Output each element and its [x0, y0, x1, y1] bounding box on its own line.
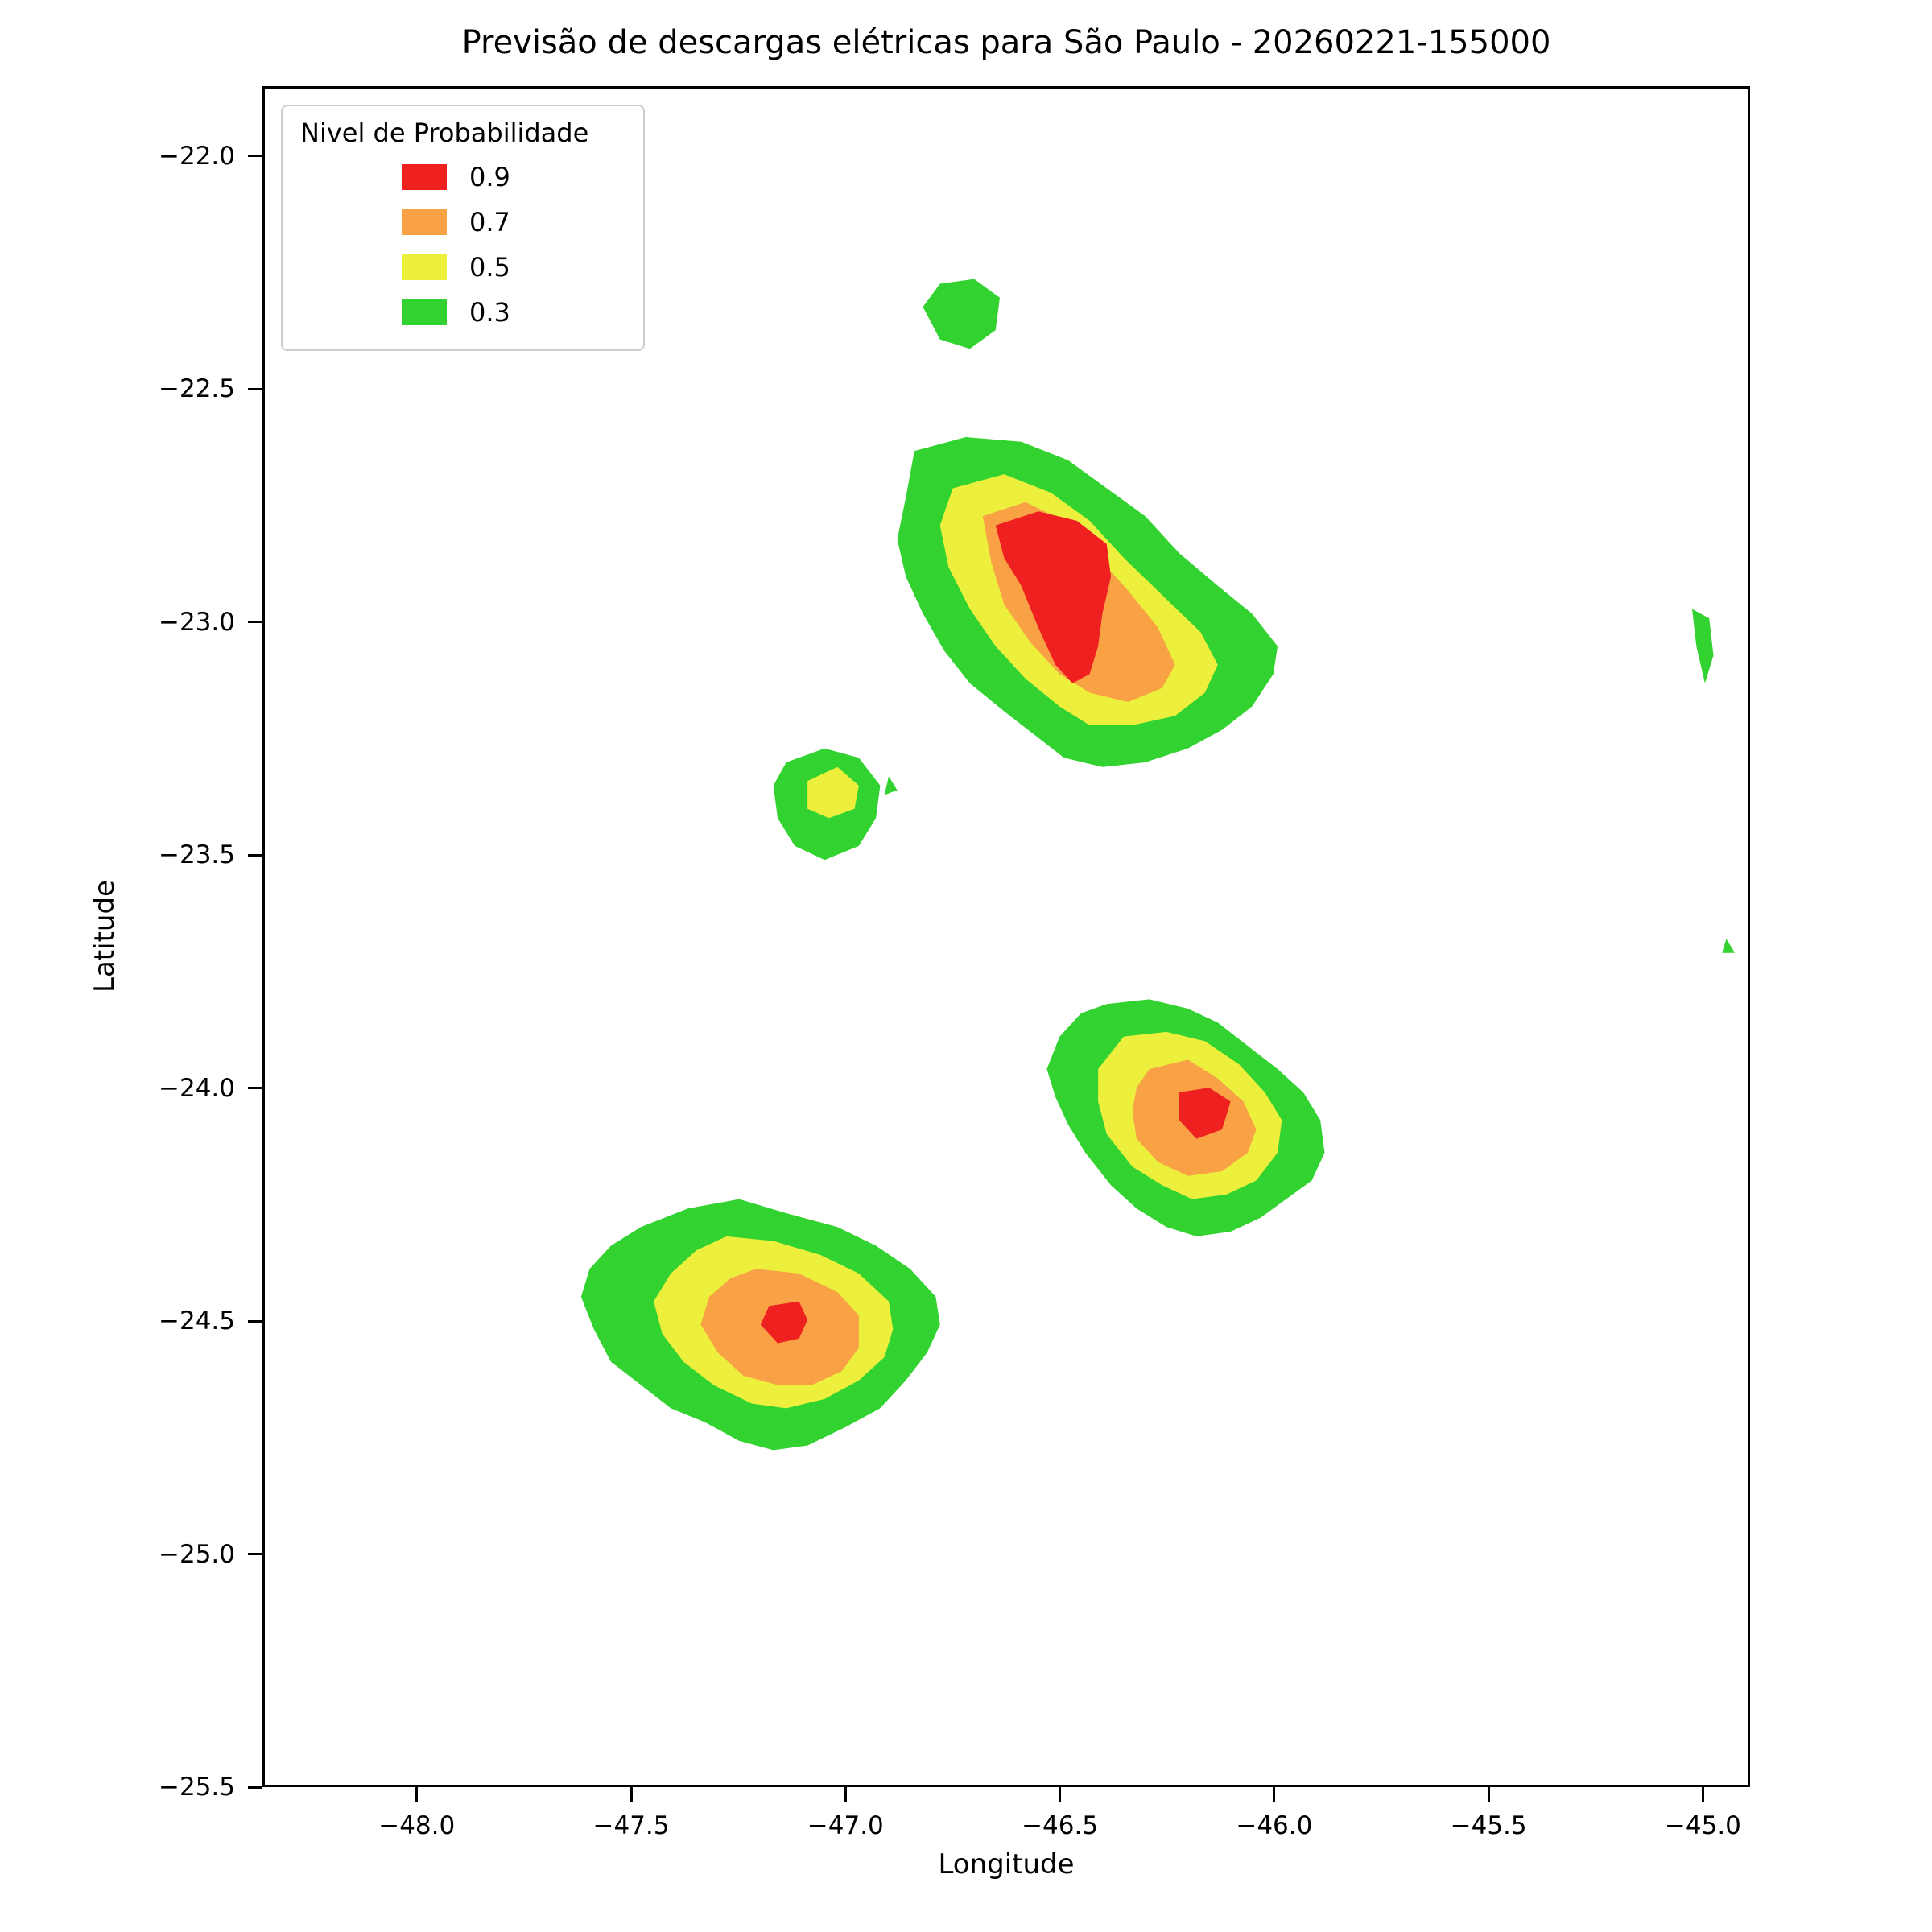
- y-tick-label: −23.0: [159, 607, 235, 637]
- legend-label: 0.7: [469, 207, 510, 237]
- legend-row: 0.7: [300, 200, 622, 245]
- x-tick-mark: [630, 1787, 633, 1802]
- x-tick-mark: [844, 1787, 847, 1802]
- contour-region-southwest-cell-p0.9: [760, 1301, 808, 1344]
- legend-label: 0.5: [469, 252, 510, 283]
- legend-label: 0.3: [469, 297, 510, 328]
- y-tick-label: −24.0: [159, 1073, 235, 1103]
- x-tick-mark: [1059, 1787, 1062, 1802]
- y-tick-label: −24.5: [159, 1307, 235, 1336]
- x-tick-label: −46.5: [1022, 1811, 1099, 1840]
- x-axis-label: Longitude: [938, 1848, 1075, 1880]
- y-tick-label: −22.5: [159, 374, 235, 404]
- x-axis: −48.0 −47.5 −47.0 −46.5 −46.0 −45.5 −45.0: [262, 1787, 1750, 1884]
- legend-row: 0.5: [300, 245, 622, 290]
- x-tick-label: −48.0: [378, 1811, 456, 1840]
- y-tick-mark: [248, 387, 262, 390]
- x-tick-label: −45.5: [1450, 1811, 1527, 1840]
- contour-region-east-speck-p0.3: [1722, 939, 1736, 953]
- contour-region-west-speck-p0.3: [884, 776, 898, 795]
- legend-swatch-0.7: [402, 209, 447, 235]
- y-tick-mark: [248, 621, 262, 624]
- y-tick-label: −23.5: [159, 840, 235, 870]
- y-tick-mark: [248, 155, 262, 158]
- contour-layers: [580, 279, 1736, 1451]
- x-tick-label: −45.0: [1664, 1811, 1741, 1840]
- y-tick-mark: [248, 853, 262, 857]
- x-tick-mark: [1273, 1787, 1276, 1802]
- chart-title: Previsão de descargas elétricas para São…: [461, 24, 1551, 61]
- legend-title: Nivel de Probabilidade: [300, 118, 589, 148]
- y-axis: −22.0 −22.5 −23.0 −23.5 −24.0 −24.5 −25.0 −25.5: [0, 86, 262, 1802]
- contour-region-north-small-cell-p0.3: [923, 279, 1001, 349]
- x-tick-label: −47.0: [807, 1811, 884, 1840]
- y-tick-mark: [248, 1319, 262, 1323]
- y-tick-label: −25.5: [159, 1773, 235, 1802]
- contour-region-east-sliver-p0.3: [1691, 609, 1714, 683]
- x-tick-mark: [415, 1787, 419, 1802]
- y-tick-mark: [248, 1087, 262, 1090]
- legend-row: 0.3: [300, 290, 622, 335]
- legend-label: 0.9: [469, 162, 510, 192]
- plot-area: Nivel de Probabilidade 0.9 0.7 0.5 0.3: [262, 86, 1750, 1787]
- x-tick-mark: [1487, 1787, 1490, 1802]
- y-tick-mark: [248, 1785, 262, 1789]
- legend-row: 0.9: [300, 155, 622, 200]
- contour-region-central-cell-p0.9: [1179, 1088, 1231, 1139]
- legend: Nivel de Probabilidade 0.9 0.7 0.5 0.3: [281, 105, 645, 351]
- x-tick-label: −47.5: [592, 1811, 670, 1840]
- legend-entries: 0.9 0.7 0.5 0.3: [300, 155, 622, 335]
- y-tick-mark: [248, 1553, 262, 1556]
- contour-region-main-cell-p0.9: [995, 511, 1112, 683]
- x-tick-mark: [1701, 1787, 1704, 1802]
- y-tick-label: −25.0: [159, 1539, 235, 1569]
- legend-swatch-0.3: [402, 299, 447, 325]
- legend-swatch-0.9: [402, 164, 447, 190]
- contour-region-west-small-cell-p0.5: [807, 766, 859, 819]
- x-tick-label: −46.0: [1236, 1811, 1313, 1840]
- legend-swatch-0.5: [402, 254, 447, 280]
- y-tick-label: −22.0: [159, 141, 235, 171]
- contour-region-southwest-speck-p0.3: [884, 1259, 906, 1288]
